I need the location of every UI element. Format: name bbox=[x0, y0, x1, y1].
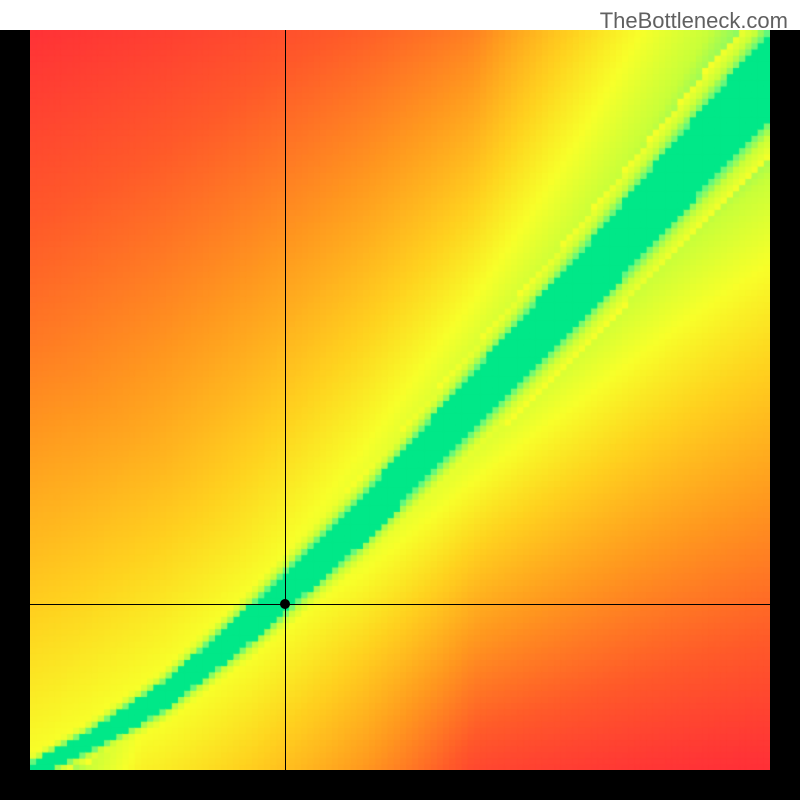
plot-frame bbox=[0, 30, 800, 800]
crosshair-vertical bbox=[285, 30, 286, 770]
watermark: TheBottleneck.com bbox=[600, 8, 788, 34]
heatmap-canvas bbox=[30, 30, 770, 770]
selection-marker bbox=[280, 599, 290, 609]
crosshair-horizontal bbox=[30, 604, 770, 605]
plot-area bbox=[30, 30, 770, 770]
